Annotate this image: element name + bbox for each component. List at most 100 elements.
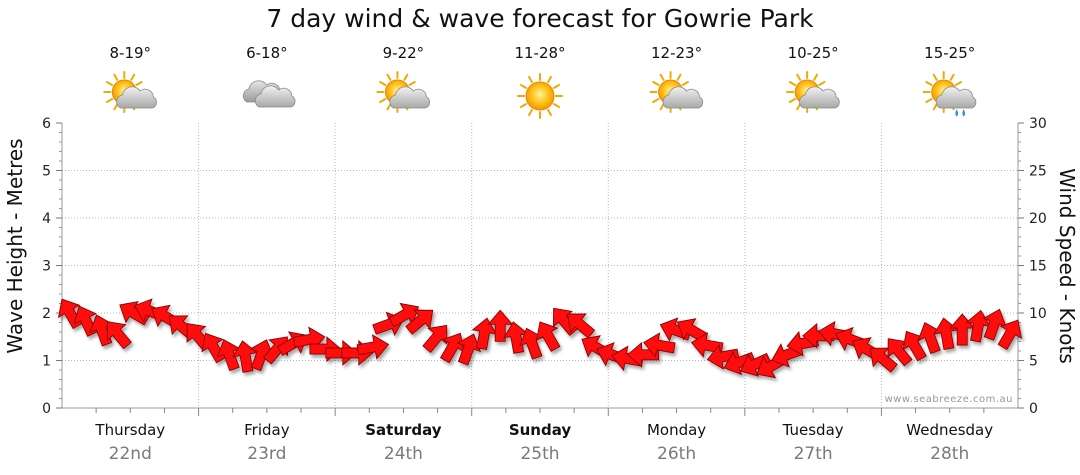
sun-ray bbox=[519, 84, 528, 89]
sun-ray bbox=[379, 98, 387, 103]
temperature-label: 8-19° bbox=[110, 44, 152, 62]
wind-arrow bbox=[487, 309, 514, 342]
sun-ray bbox=[788, 81, 797, 86]
sun-ray bbox=[130, 73, 136, 81]
sun-ray bbox=[652, 81, 660, 86]
day-labels: Thursday 22nd Friday 23rd Saturday 24th Sunday… bbox=[94, 421, 993, 464]
sun-rays bbox=[517, 73, 563, 119]
y-tick-label: 5 bbox=[42, 164, 51, 180]
wind-arrow bbox=[706, 344, 740, 370]
sun-ray bbox=[105, 81, 114, 86]
watermark: www.seabreeze.com.au bbox=[885, 394, 1013, 405]
partly-cloudy-icon bbox=[376, 71, 430, 113]
day-name: Wednesday bbox=[906, 421, 993, 439]
sun-ray bbox=[796, 73, 802, 81]
sun-ray bbox=[528, 108, 533, 117]
y2-tick-label: 10 bbox=[1029, 306, 1047, 322]
sun-ray bbox=[925, 81, 933, 86]
y2-tick-label: 20 bbox=[1029, 211, 1047, 227]
rain-drop bbox=[962, 109, 966, 117]
sun-ray bbox=[113, 73, 119, 81]
axes bbox=[61, 123, 1019, 416]
chart-title: 7 day wind & wave forecast for Gowrie Pa… bbox=[266, 4, 814, 33]
temperature-label: 12-23° bbox=[651, 44, 702, 62]
sun-ray bbox=[547, 108, 552, 117]
partly-cloudy-icon bbox=[786, 71, 840, 113]
sun-ray bbox=[379, 81, 387, 86]
day-name: Sunday bbox=[509, 421, 572, 439]
y-tick-label: 4 bbox=[42, 211, 51, 227]
sun-ray bbox=[552, 103, 561, 108]
y-axis-label: Wave Height - Metres bbox=[3, 138, 27, 353]
cloud-shape bbox=[935, 86, 977, 109]
sun-ray bbox=[519, 103, 528, 108]
cloud-shape bbox=[799, 86, 840, 109]
sun-ray bbox=[681, 81, 689, 86]
sun-ray bbox=[796, 103, 802, 111]
y2-tick-label: 15 bbox=[1029, 259, 1047, 275]
wind-arrow bbox=[422, 324, 448, 354]
cloud-shape bbox=[116, 86, 157, 109]
day-name: Friday bbox=[244, 421, 290, 439]
wind-arrow bbox=[262, 336, 289, 365]
showers-icon bbox=[922, 71, 977, 117]
sun-ray bbox=[105, 98, 114, 103]
sun-ray bbox=[925, 98, 933, 103]
day-date: 23rd bbox=[247, 444, 286, 464]
temperature-label: 9-22° bbox=[383, 44, 425, 62]
y2-tick-label: 5 bbox=[1029, 354, 1038, 370]
sun-ray bbox=[659, 73, 665, 81]
day-date: 22nd bbox=[109, 444, 152, 464]
day-date: 27th bbox=[794, 444, 833, 464]
temperature-label: 10-25° bbox=[788, 44, 839, 62]
sun-ray bbox=[403, 73, 409, 81]
grid-lines bbox=[62, 123, 1018, 408]
sun-ray bbox=[818, 81, 826, 86]
y-tick-label: 3 bbox=[42, 259, 51, 275]
sun-ray bbox=[954, 81, 963, 86]
y-tick-label: 2 bbox=[42, 306, 51, 322]
partly-cloudy-icon bbox=[103, 71, 157, 113]
sun-ray bbox=[528, 75, 533, 84]
cloudy-icon bbox=[242, 80, 296, 108]
wind-arrow bbox=[356, 334, 390, 360]
sun-ray bbox=[135, 81, 143, 86]
sun-ray bbox=[813, 73, 819, 81]
cloud-shape bbox=[662, 86, 704, 109]
y2-tick-label: 0 bbox=[1029, 401, 1038, 417]
y-tick-label: 6 bbox=[42, 116, 51, 132]
cloud-shape bbox=[254, 85, 296, 108]
sun-ray bbox=[386, 103, 392, 111]
sunny-icon bbox=[517, 73, 563, 119]
right-axis-ticks: 0 5 10 15 20 25 30 bbox=[1018, 116, 1047, 417]
wind-arrow bbox=[456, 333, 482, 366]
partly-cloudy-icon bbox=[649, 71, 704, 113]
temperature-label: 11-28° bbox=[514, 44, 565, 62]
rain-drop bbox=[955, 109, 959, 117]
day-date: 24th bbox=[384, 444, 423, 464]
temperature-label: 15-25° bbox=[924, 44, 975, 62]
day-name: Monday bbox=[647, 421, 706, 439]
sun-ray bbox=[386, 73, 392, 81]
wind-arrow bbox=[535, 321, 561, 352]
sun-ray bbox=[547, 75, 552, 84]
sun-ray bbox=[932, 73, 938, 81]
sun-ray bbox=[949, 73, 955, 81]
y2-tick-label: 25 bbox=[1029, 164, 1047, 180]
sun-ray bbox=[676, 73, 682, 81]
y-tick-label: 1 bbox=[42, 354, 51, 370]
sun-ray bbox=[932, 103, 938, 111]
wind-arrow bbox=[643, 332, 676, 358]
sun-ray bbox=[113, 103, 119, 111]
temperature-label: 6-18° bbox=[246, 44, 288, 62]
left-axis-ticks: 0 1 2 3 4 5 6 bbox=[42, 116, 62, 417]
y-tick-label: 0 bbox=[42, 401, 51, 417]
weather-header: 8-19° 6-18° 9-22° 11-28° 12-23° 10-25° 15-25° bbox=[103, 44, 977, 119]
wind-arrow bbox=[611, 345, 644, 372]
sun-disc bbox=[525, 81, 555, 111]
day-date: 25th bbox=[520, 444, 559, 464]
sun-ray bbox=[659, 103, 665, 111]
wind-arrow bbox=[106, 321, 132, 350]
sun-ray bbox=[788, 98, 797, 103]
